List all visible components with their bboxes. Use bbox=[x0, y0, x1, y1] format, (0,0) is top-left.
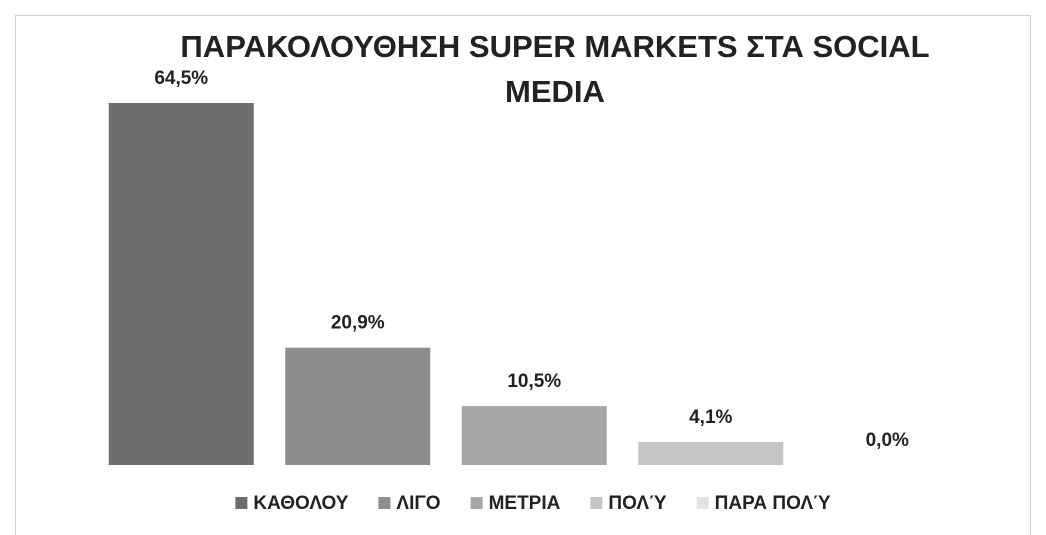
bar bbox=[461, 406, 607, 465]
legend-label: ΚΑΘΟΛΟΥ bbox=[253, 493, 348, 514]
data-label: 20,9% bbox=[331, 313, 385, 334]
bar bbox=[285, 347, 431, 465]
legend-label: ΠΑΡΑ ΠΟΛΎ bbox=[715, 493, 831, 514]
legend-swatch bbox=[235, 497, 248, 509]
data-label: 64,5% bbox=[154, 68, 208, 89]
chart-border bbox=[15, 15, 1031, 535]
legend-swatch bbox=[378, 497, 391, 509]
chart-title: ΠΑΡΑΚΟΛΟΥΘΗΣΗ SUPER MARKETS ΣΤΑ SOCIAL M… bbox=[180, 29, 930, 109]
data-label: 0,0% bbox=[866, 430, 909, 451]
legend-swatch bbox=[590, 497, 603, 509]
data-label: 4,1% bbox=[689, 407, 732, 428]
bar bbox=[108, 103, 254, 465]
legend-swatch bbox=[470, 497, 483, 509]
legend-label: ΠΟΛΎ bbox=[608, 493, 667, 514]
legend-label: ΜΕΤΡΙΑ bbox=[489, 493, 561, 514]
data-label: 10,5% bbox=[507, 371, 561, 392]
legend-swatch bbox=[696, 497, 709, 509]
legend-label: ΛΙΓΟ bbox=[396, 493, 440, 514]
bar bbox=[638, 441, 784, 465]
